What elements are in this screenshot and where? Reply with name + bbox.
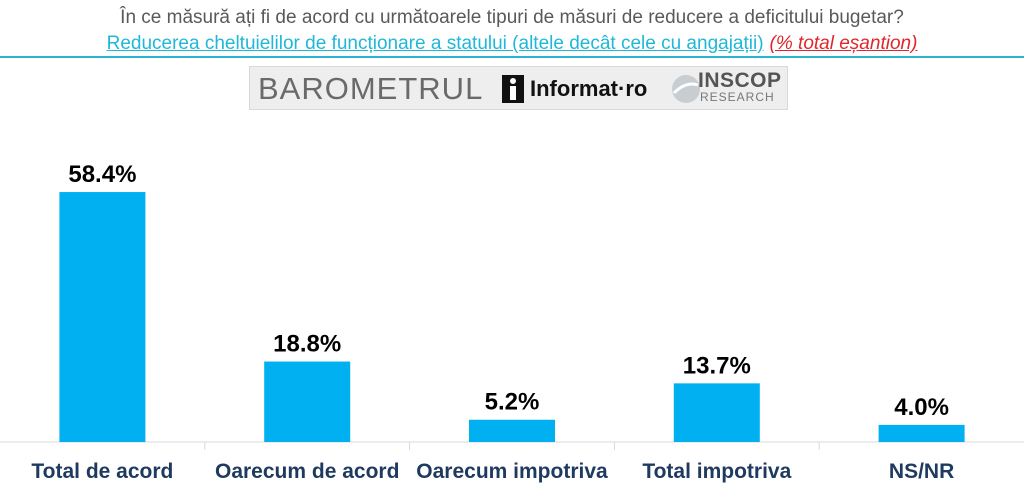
- bar-2: [264, 361, 351, 442]
- subtitle-sample-note: (% total eșantion): [769, 33, 918, 54]
- informat-logo-text: Informat·ro: [530, 76, 648, 101]
- category-label-2: Oarecum de acord: [215, 460, 399, 483]
- header-divider: [0, 56, 1024, 58]
- bar-3: [469, 419, 555, 442]
- barometrul-logo-text: BAROMETRUL: [258, 71, 484, 106]
- data-label-5: 4.0%: [894, 394, 949, 421]
- data-label-2: 18.8%: [273, 331, 341, 358]
- chart-question-title: În ce măsură ați fi de acord cu următoar…: [120, 7, 904, 28]
- bar-1: [59, 192, 146, 442]
- informat-logo-icon: [502, 75, 524, 103]
- category-label-1: Total de acord: [31, 460, 173, 483]
- bar-chart: 58.4% Total de acord 18.8% Oarecum de acord…: [0, 161, 1024, 483]
- sponsor-logo-bar: BAROMETRUL Informat·ro INSCOP RESEARCH: [249, 66, 788, 110]
- category-label-4: Total impotriva: [642, 460, 791, 483]
- category-label-5: NS/NR: [889, 460, 954, 483]
- bar-5: [878, 424, 965, 442]
- data-label-3: 5.2%: [485, 389, 540, 416]
- subtitle-measure: Reducerea cheltuielilor de funcționare a…: [106, 33, 764, 54]
- bar-4: [673, 383, 760, 442]
- data-label-1: 58.4%: [68, 161, 136, 188]
- data-label-4: 13.7%: [683, 352, 751, 379]
- inscop-logo-text: INSCOP: [698, 69, 782, 92]
- inscop-logo-icon: [672, 75, 700, 103]
- category-label-3: Oarecum impotriva: [416, 460, 608, 483]
- chart-subtitle: Reducerea cheltuielilor de funcționare a…: [0, 33, 1024, 55]
- inscop-research-text: RESEARCH: [700, 90, 775, 104]
